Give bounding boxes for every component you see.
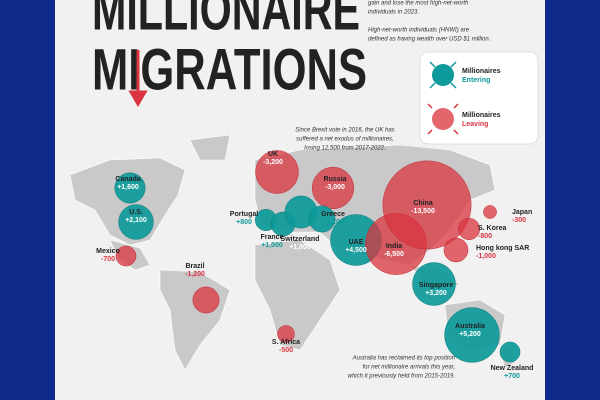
legend-arrows	[427, 103, 459, 135]
country-name: Brazil	[185, 263, 204, 270]
country-name: UK	[268, 151, 278, 158]
bubble	[458, 218, 480, 240]
country-value: +1,000	[261, 242, 283, 249]
legend-label: Entering	[462, 77, 490, 84]
country-value: +1,600	[117, 184, 139, 191]
country-value: -6,500	[384, 251, 404, 258]
country-name: Russia	[324, 176, 347, 183]
country-name: Australia	[455, 323, 485, 330]
country-name: Mexico	[96, 248, 120, 255]
legend-label: Millionaires	[462, 68, 501, 75]
bubble	[412, 262, 456, 306]
country-value: +4,500	[345, 247, 367, 254]
country-name: China	[413, 200, 433, 207]
country-name: Greece	[321, 211, 345, 218]
country-value: +700	[504, 373, 520, 380]
definition-text: defined as having wealth over USD $1 mil…	[368, 37, 490, 43]
country-name: S. Africa	[272, 339, 300, 346]
note-line: which it previously held from 2015-2019.	[348, 374, 455, 380]
country-value: -13,500	[411, 208, 435, 215]
country-name: S. Korea	[478, 225, 507, 232]
country-name: Canada	[115, 176, 140, 183]
country-name: U.S.	[129, 209, 143, 216]
title-line: MILLIONAIRE	[92, 0, 360, 42]
arrow-icon	[128, 50, 148, 107]
uk-note: Since Brexit vote in 2016, the UK has su…	[295, 128, 394, 152]
country-value: +1,200	[322, 219, 344, 226]
country-value: -3,200	[263, 159, 283, 166]
intro-text: gain and lose the most high-net-worth	[368, 1, 469, 7]
bubbles	[114, 150, 521, 363]
legend-label: Leaving	[462, 121, 488, 128]
country-name: New Zealand	[491, 365, 534, 372]
bubble	[483, 205, 497, 219]
labels: Canada+1,600U.S.+2,100Mexico-700Brazil-1…	[96, 151, 533, 380]
note-line: losing 12,500 from 2017-2022.	[304, 146, 385, 152]
country-value: +1,800	[289, 244, 311, 251]
country-value: +800	[236, 219, 252, 226]
country-value: -800	[478, 233, 492, 240]
intro-text: individuals in 2023.	[368, 10, 419, 16]
country-name: Hong kong SAR	[476, 245, 529, 252]
bubble	[382, 160, 472, 250]
bubble	[255, 150, 299, 194]
legend-arrows	[429, 61, 457, 89]
bubble	[444, 307, 500, 363]
title: MILLIONAIRE MIGRATIONS	[92, 0, 367, 102]
legend-label: Millionaires	[462, 112, 501, 119]
country-name: India	[386, 243, 402, 250]
bubble	[115, 245, 137, 267]
country-name: UAE	[349, 239, 364, 246]
country-value: -300	[512, 217, 526, 224]
country-value: +3,200	[425, 290, 447, 297]
legend-icon	[432, 108, 454, 130]
note-line: for net millionaire arrivals this year,	[363, 365, 455, 371]
country-value: -1,200	[185, 271, 205, 278]
country-value: -1,000	[476, 253, 496, 260]
note-line: suffered a net exodus of millionaires,	[296, 137, 394, 143]
country-value: -500	[279, 347, 293, 354]
bubble	[277, 325, 295, 343]
country-name: Singapore	[419, 282, 453, 289]
country-value: +5,200	[459, 331, 481, 338]
country-name: Portugal	[230, 211, 258, 218]
bubble	[443, 237, 469, 263]
definition-text: High-net-worth individuals (HNWI) are	[368, 28, 470, 34]
legend-icon	[432, 64, 454, 86]
bubble	[311, 166, 355, 210]
bubble	[499, 341, 521, 363]
country-name: Japan	[512, 209, 532, 216]
country-name: Switzerland	[281, 236, 320, 243]
note-line: Since Brexit vote in 2016, the UK has	[295, 128, 394, 134]
bubble	[308, 205, 336, 233]
note-line: Australia has reclaimed its top position	[352, 356, 456, 362]
country-value: -3,000	[325, 184, 345, 191]
bubble	[118, 204, 154, 240]
country-value: -700	[101, 256, 115, 263]
australia-note: Australia has reclaimed its top position…	[348, 356, 456, 380]
bubble	[192, 286, 220, 314]
bubble	[114, 172, 146, 204]
country-value: +2,100	[125, 217, 147, 224]
country-name: France	[261, 234, 284, 241]
